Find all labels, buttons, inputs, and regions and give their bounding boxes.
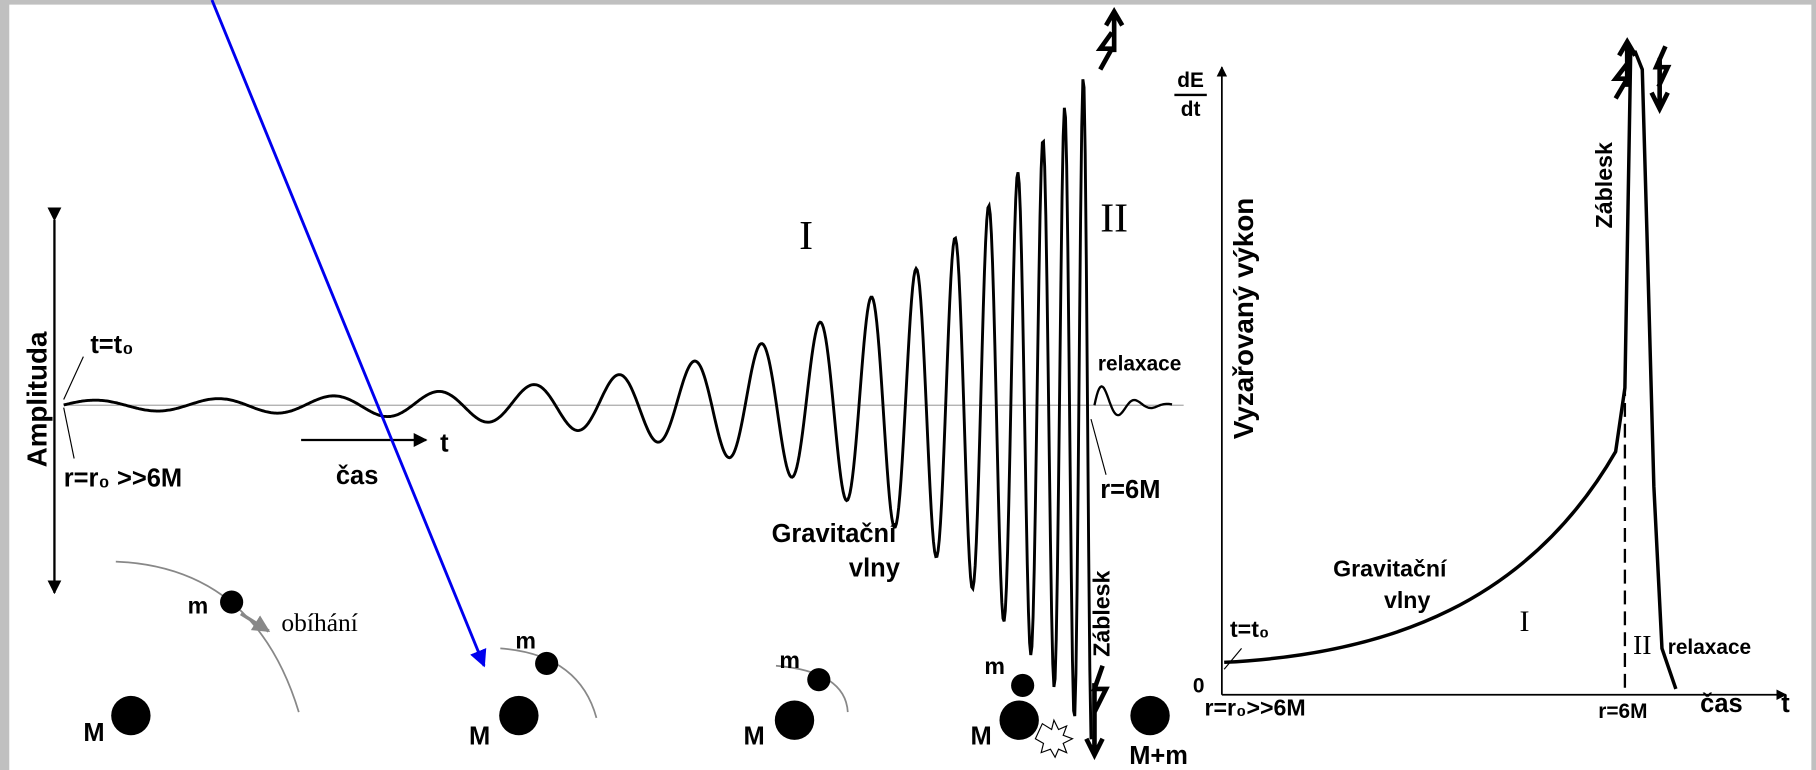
label: r=r₀>>6M	[1204, 695, 1305, 721]
leader	[1090, 419, 1107, 475]
phase-label: II	[1633, 630, 1652, 661]
relaxation-wave	[1093, 385, 1173, 417]
label: m	[779, 647, 800, 673]
border	[0, 0, 10, 770]
label: čas	[336, 462, 379, 490]
small-body	[1011, 673, 1035, 698]
label: Gravitační	[772, 520, 898, 548]
label: M	[971, 723, 992, 751]
label: r=r₀ >>6M	[64, 464, 182, 492]
flash-arrow	[1084, 665, 1110, 761]
label: relaxace	[1668, 636, 1751, 659]
flash-burst	[1034, 718, 1074, 759]
phase-label: I	[799, 213, 813, 259]
label: Záblesk	[1089, 570, 1115, 656]
label: M	[469, 723, 490, 751]
y-axis-title: Vyzařovaný výkon	[1228, 198, 1259, 439]
wave	[63, 79, 1093, 740]
orbit	[500, 647, 598, 719]
phase-label: I	[1520, 604, 1530, 638]
merged-body	[1130, 695, 1170, 736]
label: Záblesk	[1591, 142, 1617, 228]
label: obíhání	[281, 608, 357, 637]
label: m	[515, 627, 536, 653]
flash-arrow	[1649, 45, 1672, 115]
border	[0, 0, 1816, 5]
border	[1811, 0, 1816, 770]
label: t=t₀	[1230, 616, 1269, 642]
label: t	[440, 430, 449, 458]
small-body	[220, 590, 244, 614]
label: m	[984, 653, 1005, 679]
label: M+m	[1129, 742, 1188, 770]
label: m	[188, 593, 209, 619]
pointer-arrow	[210, 0, 487, 668]
flash-arrow	[1095, 6, 1125, 71]
label: t=t₀	[90, 331, 133, 359]
label: M	[83, 719, 104, 747]
label: relaxace	[1098, 353, 1181, 376]
label: r=6M	[1100, 476, 1160, 504]
label: 0	[1193, 674, 1205, 697]
label: dt	[1181, 98, 1201, 121]
orbit-arrow	[239, 612, 271, 633]
label: Gravitační	[1333, 556, 1448, 582]
large-body	[499, 695, 539, 736]
small-body	[535, 651, 559, 676]
label: vlny	[1384, 587, 1430, 613]
label: dE	[1177, 69, 1204, 92]
phase-label: II	[1100, 196, 1128, 242]
label: M	[744, 723, 765, 751]
leader	[1223, 648, 1242, 670]
large-body	[774, 700, 815, 740]
leader	[63, 407, 75, 459]
large-body	[111, 695, 151, 736]
large-body	[999, 700, 1039, 740]
leader	[63, 356, 84, 400]
label: čas	[1700, 690, 1743, 718]
label: t	[1781, 690, 1790, 718]
label: vlny	[849, 555, 901, 583]
small-body	[807, 668, 831, 692]
label: r=6M	[1598, 700, 1647, 723]
flash-arrow	[1610, 37, 1638, 100]
y-axis-label: Amplituda	[21, 331, 52, 467]
